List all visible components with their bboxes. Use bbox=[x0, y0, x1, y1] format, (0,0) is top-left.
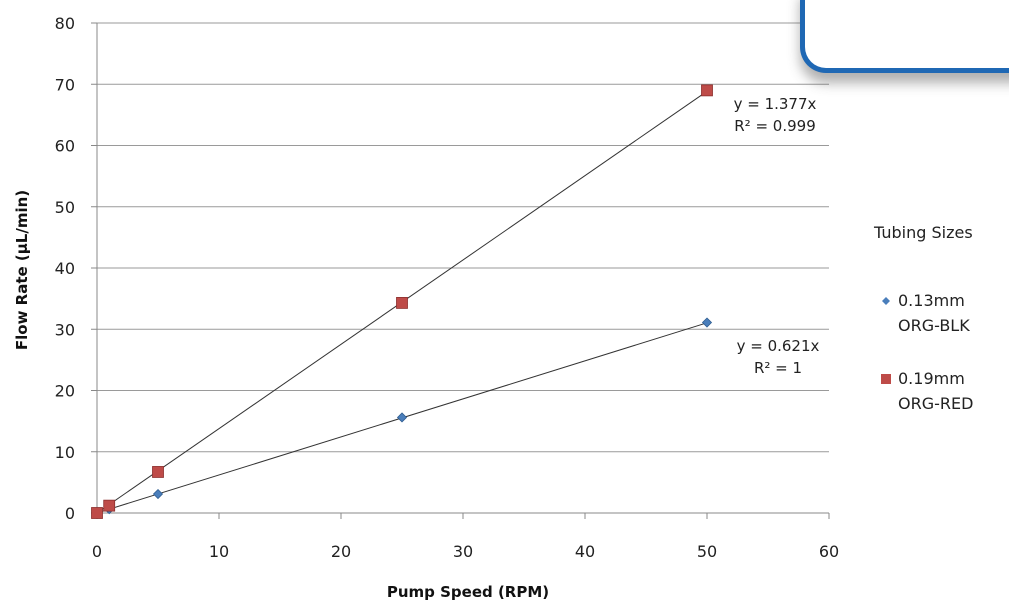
x-tick-label: 40 bbox=[575, 542, 595, 561]
data-point-blk bbox=[152, 488, 164, 500]
trendline-equations: y = 0.621x R² = 1 y = 1.377x R² = 0.999 bbox=[734, 95, 820, 377]
legend-label: 0.19mm bbox=[898, 369, 965, 388]
y-tick-label: 20 bbox=[55, 382, 75, 401]
legend-label: 0.13mm bbox=[898, 291, 965, 310]
gridlines bbox=[97, 22, 829, 453]
legend-title: Tubing Sizes bbox=[873, 223, 973, 242]
y-tick-label: 30 bbox=[55, 320, 75, 339]
x-tick-label: 10 bbox=[209, 542, 229, 561]
y-tick-label: 80 bbox=[55, 14, 75, 33]
x-tick-label: 30 bbox=[453, 542, 473, 561]
data-point-red bbox=[103, 499, 116, 512]
y-tick-label: 0 bbox=[65, 504, 75, 523]
x-axis-ticks: 0 10 20 30 40 50 60 bbox=[92, 513, 839, 561]
data-points bbox=[91, 84, 713, 519]
legend-marker-red bbox=[881, 374, 891, 384]
legend: Tubing Sizes 0.13mm ORG-BLK 0.19mm ORG-RED bbox=[873, 223, 973, 413]
x-tick-label: 50 bbox=[697, 542, 717, 561]
x-tick-label: 60 bbox=[819, 542, 839, 561]
y-axis-ticks: 0 10 20 30 40 50 60 70 80 bbox=[55, 14, 97, 523]
y-tick-label: 40 bbox=[55, 259, 75, 278]
x-tick-label: 0 bbox=[92, 542, 102, 561]
y-tick-label: 50 bbox=[55, 198, 75, 217]
y-axis-label: Flow Rate (µL/min) bbox=[13, 190, 31, 350]
x-axis-label: Pump Speed (RPM) bbox=[387, 583, 549, 601]
y-tick-label: 10 bbox=[55, 443, 75, 462]
trendline-equation: y = 1.377x bbox=[734, 95, 817, 113]
legend-label: ORG-BLK bbox=[898, 316, 970, 335]
legend-label: ORG-RED bbox=[898, 394, 973, 413]
callout-box bbox=[800, 0, 1009, 73]
y-tick-label: 70 bbox=[55, 75, 75, 94]
data-point-blk bbox=[701, 317, 713, 328]
data-point-red bbox=[396, 297, 408, 309]
data-point-blk bbox=[396, 412, 408, 423]
data-point-red bbox=[152, 466, 164, 478]
trendline-r-squared: R² = 0.999 bbox=[734, 117, 815, 135]
trendline-r-squared: R² = 1 bbox=[754, 359, 802, 377]
trendline-equation: y = 0.621x bbox=[737, 337, 820, 355]
data-point-red bbox=[91, 507, 103, 519]
legend-marker-blk bbox=[882, 297, 890, 305]
data-point-red bbox=[701, 84, 713, 97]
x-tick-label: 20 bbox=[331, 542, 351, 561]
y-tick-label: 60 bbox=[55, 137, 75, 156]
